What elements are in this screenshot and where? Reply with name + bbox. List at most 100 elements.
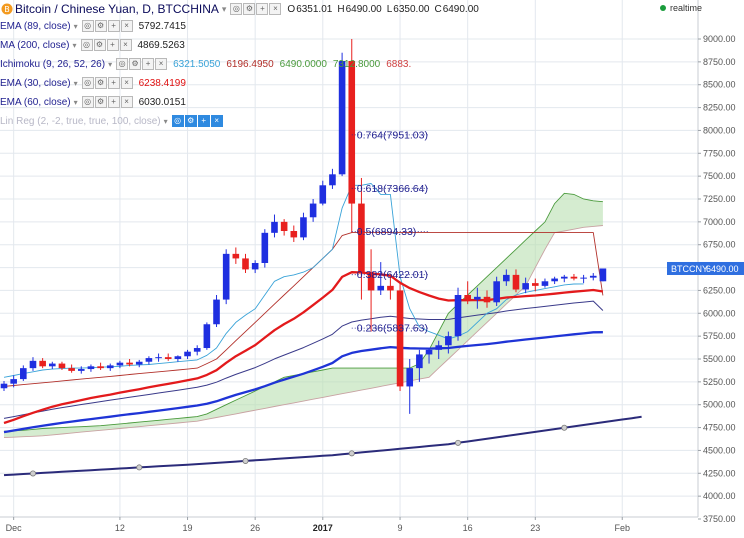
candle-body bbox=[396, 290, 404, 387]
add-icon[interactable]: + bbox=[107, 96, 120, 108]
candle-body bbox=[560, 276, 568, 279]
candle bbox=[435, 340, 442, 359]
realtime-dot-icon bbox=[659, 5, 666, 11]
candle-body bbox=[503, 274, 510, 282]
candle-body bbox=[464, 295, 471, 300]
hide-icon[interactable]: ◎ bbox=[171, 115, 184, 127]
candle-body bbox=[454, 295, 462, 337]
ohlc-value: 6351.01 bbox=[296, 3, 333, 15]
settings-icon[interactable]: ⚙ bbox=[94, 20, 107, 32]
close-icon[interactable]: × bbox=[210, 115, 223, 127]
candle-body bbox=[551, 278, 558, 282]
add-icon[interactable]: + bbox=[107, 20, 120, 32]
candle-body bbox=[174, 356, 182, 359]
ichimoku-senkou-b-line bbox=[3, 225, 603, 439]
chart-header: B Bitcoin / Chinese Yuan, D, BTCCHINA ▾ … bbox=[0, 0, 744, 127]
ohlc-key: H bbox=[337, 3, 345, 15]
chevron-down-icon[interactable]: ▾ bbox=[108, 59, 113, 69]
candle bbox=[10, 375, 17, 388]
add-icon[interactable]: + bbox=[142, 58, 155, 70]
candle bbox=[319, 180, 327, 206]
indicator-row[interactable]: Ichimoku (9, 26, 52, 26) ▾ ◎ ⚙ + × 6321.5050 61… bbox=[0, 57, 417, 71]
candle bbox=[387, 274, 394, 300]
candle bbox=[222, 249, 230, 305]
chevron-down-icon[interactable]: ▾ bbox=[221, 3, 227, 14]
candle-body bbox=[184, 351, 191, 357]
add-icon[interactable]: + bbox=[107, 77, 120, 89]
candle-body bbox=[49, 363, 56, 367]
price-axis-label: 8250.00 bbox=[703, 103, 736, 113]
time-axis-label: Dec bbox=[6, 523, 23, 533]
chevron-down-icon[interactable]: ▾ bbox=[73, 78, 78, 88]
close-icon[interactable]: × bbox=[120, 96, 133, 108]
candle-body bbox=[193, 348, 201, 352]
time-axis-label: 2017 bbox=[313, 523, 333, 533]
indicator-row[interactable]: EMA (89, close) ▾ ◎ ⚙ + × 5792.7415 bbox=[0, 19, 192, 33]
settings-icon[interactable]: ⚙ bbox=[94, 96, 107, 108]
add-icon[interactable]: + bbox=[256, 3, 269, 15]
candle bbox=[416, 349, 423, 382]
candle-body bbox=[570, 276, 578, 279]
chevron-down-icon[interactable]: ▾ bbox=[73, 21, 78, 31]
chevron-down-icon[interactable]: ▾ bbox=[163, 116, 168, 126]
indicator-row[interactable]: EMA (30, close) ▾ ◎ ⚙ + × 6238.4199 bbox=[0, 76, 192, 90]
ohlc-value: 6490.00 bbox=[345, 3, 382, 15]
ma200-marker bbox=[348, 450, 355, 457]
close-icon[interactable]: × bbox=[119, 39, 132, 51]
close-icon[interactable]: × bbox=[269, 3, 282, 15]
candle-body bbox=[493, 281, 500, 303]
price-axis-label: 8500.00 bbox=[703, 80, 736, 90]
hide-icon[interactable]: ◎ bbox=[116, 58, 129, 70]
candle-body bbox=[309, 203, 317, 218]
candle bbox=[242, 253, 249, 274]
chevron-down-icon[interactable]: ▾ bbox=[72, 40, 77, 50]
settings-icon[interactable]: ⚙ bbox=[243, 3, 256, 15]
settings-icon[interactable]: ⚙ bbox=[94, 77, 107, 89]
hide-icon[interactable]: ◎ bbox=[230, 3, 243, 15]
ohlc-value: 6350.00 bbox=[393, 3, 430, 15]
candle-body bbox=[126, 362, 133, 365]
hide-icon[interactable]: ◎ bbox=[81, 20, 94, 32]
candle-body bbox=[329, 174, 336, 186]
indicator-name: MA (200, close) bbox=[0, 39, 70, 51]
candle-body bbox=[280, 221, 288, 231]
ema60-line bbox=[3, 300, 604, 419]
settings-icon[interactable]: ⚙ bbox=[129, 58, 142, 70]
indicator-row[interactable]: Lin Reg (2, -2, true, true, 100, close) ▾… bbox=[0, 114, 229, 128]
candle-body bbox=[435, 345, 442, 350]
price-axis-label: 4750.00 bbox=[703, 423, 736, 433]
close-icon[interactable]: × bbox=[120, 77, 133, 89]
candle-body bbox=[377, 285, 385, 291]
hide-icon[interactable]: ◎ bbox=[81, 96, 94, 108]
price-axis-label: 6750.00 bbox=[703, 240, 736, 250]
ohlc-values: O6351.01 H6490.00 L6350.00 C6490.00 bbox=[287, 4, 483, 15]
candle bbox=[77, 366, 85, 374]
settings-icon[interactable]: ⚙ bbox=[184, 115, 197, 127]
add-icon[interactable]: + bbox=[197, 115, 210, 127]
add-icon[interactable]: + bbox=[106, 39, 119, 51]
candle-body bbox=[232, 253, 240, 259]
candle bbox=[203, 322, 211, 350]
chevron-down-icon[interactable]: ▾ bbox=[73, 97, 78, 107]
ema89-line bbox=[3, 331, 603, 434]
fib-level-label: 0.618(7366.64) bbox=[357, 183, 428, 195]
candle bbox=[512, 269, 520, 293]
indicator-row[interactable]: EMA (60, close) ▾ ◎ ⚙ + × 6030.0151 bbox=[0, 95, 192, 109]
ohlc-key: L bbox=[386, 3, 393, 15]
hide-icon[interactable]: ◎ bbox=[80, 39, 93, 51]
indicator-values: 4869.5263 bbox=[138, 40, 191, 51]
close-icon[interactable]: × bbox=[155, 58, 168, 70]
indicator-row[interactable]: MA (200, close) ▾ ◎ ⚙ + × 4869.5263 bbox=[0, 38, 191, 52]
candle-body bbox=[87, 366, 95, 370]
candle-body bbox=[300, 217, 307, 238]
indicator-value: 7312.8000 bbox=[332, 58, 381, 70]
hide-icon[interactable]: ◎ bbox=[81, 77, 94, 89]
candle bbox=[425, 348, 433, 364]
candle-body bbox=[58, 363, 66, 369]
close-icon[interactable]: × bbox=[120, 20, 133, 32]
candle-body bbox=[271, 221, 278, 233]
symbol-title-row[interactable]: B Bitcoin / Chinese Yuan, D, BTCCHINA ▾ … bbox=[0, 1, 484, 17]
settings-icon[interactable]: ⚙ bbox=[93, 39, 106, 51]
candle bbox=[126, 359, 133, 367]
